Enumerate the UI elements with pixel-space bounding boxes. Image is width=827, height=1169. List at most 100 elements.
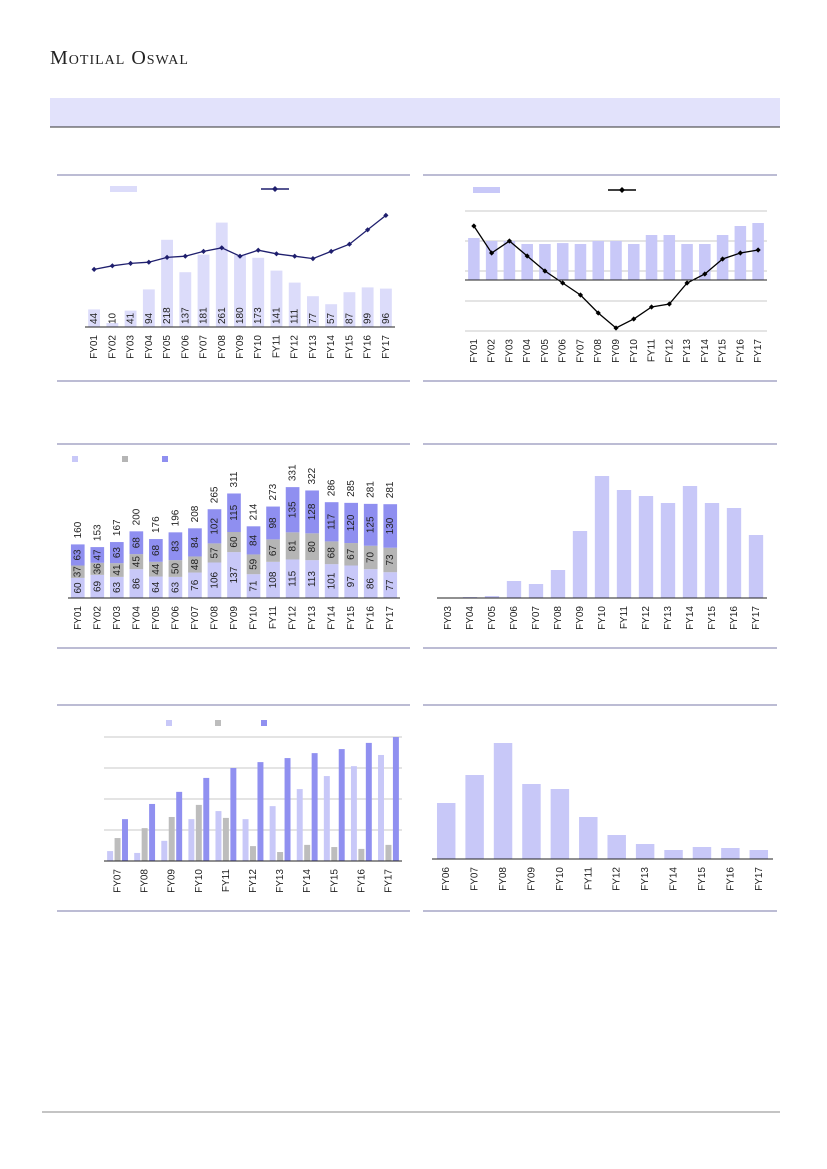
bar xyxy=(134,852,141,861)
bar xyxy=(699,244,711,280)
x-tick-label: FY09 xyxy=(526,867,537,891)
bar xyxy=(325,304,338,327)
segment-label: 84 xyxy=(249,534,260,546)
bar xyxy=(215,811,222,861)
x-tick-label: FY09 xyxy=(575,606,586,630)
bar xyxy=(114,838,121,861)
x-tick-label: FY09 xyxy=(611,339,622,363)
bar xyxy=(692,847,712,859)
bar xyxy=(503,241,516,280)
bar-segment xyxy=(227,493,241,533)
bar xyxy=(550,570,566,598)
segment-label: 63 xyxy=(112,547,123,559)
x-tick-label: FY14 xyxy=(302,869,313,893)
bar xyxy=(572,531,588,598)
bar xyxy=(592,241,605,280)
x-tick-label: FY16 xyxy=(363,335,374,359)
line-marker xyxy=(164,254,170,260)
data-label: 218 xyxy=(162,307,173,324)
segment-label: 57 xyxy=(209,547,220,559)
bar xyxy=(161,239,173,327)
x-tick-label: FY04 xyxy=(144,335,155,359)
bar-segment xyxy=(168,576,183,598)
line-marker xyxy=(666,301,672,307)
x-tick-label: FY08 xyxy=(498,867,509,891)
segment-label: 68 xyxy=(151,544,162,556)
bar xyxy=(379,288,392,327)
bar-segment xyxy=(344,543,359,566)
bar xyxy=(704,503,720,598)
bar xyxy=(660,503,676,598)
x-tick-label: FY05 xyxy=(162,335,173,359)
segment-label: 135 xyxy=(288,501,299,518)
bar xyxy=(168,816,175,861)
x-tick-label: FY07 xyxy=(190,606,201,630)
x-tick-label: FY04 xyxy=(465,606,476,630)
x-tick-label: FY10 xyxy=(629,339,640,363)
total-label: 322 xyxy=(307,467,318,484)
x-tick-label: FY05 xyxy=(151,606,162,630)
x-tick-label: FY12 xyxy=(641,606,652,630)
bar xyxy=(277,852,284,861)
total-label: 281 xyxy=(366,481,377,498)
bar-segment xyxy=(168,560,183,577)
bar-segment xyxy=(266,506,280,540)
bar-segment xyxy=(305,560,319,598)
x-tick-label: FY03 xyxy=(112,606,123,630)
segment-label: 60 xyxy=(229,536,240,548)
x-tick-label: FY15 xyxy=(707,606,718,630)
x-tick-label: FY02 xyxy=(107,335,118,359)
bar-segment xyxy=(344,565,359,598)
x-tick-label: FY14 xyxy=(685,606,696,630)
x-tick-label: FY07 xyxy=(531,606,542,630)
segment-label: 130 xyxy=(385,517,396,534)
bar xyxy=(506,581,522,598)
line-marker xyxy=(702,271,708,277)
segment-label: 64 xyxy=(151,581,162,593)
bar xyxy=(203,777,210,861)
legend-swatch xyxy=(166,720,172,726)
x-tick-label: FY17 xyxy=(385,606,396,630)
total-label: 160 xyxy=(73,521,84,538)
bar-segment xyxy=(188,572,202,598)
segment-label: 73 xyxy=(385,554,396,566)
bar-segment xyxy=(90,562,105,575)
bar xyxy=(635,844,655,859)
x-tick-label: FY13 xyxy=(275,869,286,893)
bar xyxy=(338,749,345,861)
x-tick-label: FY16 xyxy=(735,339,746,363)
bar-segment xyxy=(324,502,339,542)
x-tick-label: FY02 xyxy=(487,339,498,363)
total-label: 273 xyxy=(268,483,279,500)
bar-segment xyxy=(168,532,183,561)
bar xyxy=(358,848,365,861)
x-tick-label: FY03 xyxy=(126,335,137,359)
segment-label: 47 xyxy=(92,549,103,561)
bar xyxy=(465,775,484,859)
bar-segment xyxy=(109,576,124,598)
x-tick-label: FY16 xyxy=(725,867,736,891)
x-tick-label: FY09 xyxy=(229,606,240,630)
bar-segment xyxy=(227,552,241,598)
legend-swatch xyxy=(215,720,221,726)
data-label: 181 xyxy=(199,307,210,324)
x-tick-label: FY13 xyxy=(308,335,319,359)
segment-label: 63 xyxy=(73,549,84,561)
bar-segment xyxy=(324,541,339,565)
segment-label: 137 xyxy=(229,566,240,583)
line-marker xyxy=(109,263,115,269)
data-label: 10 xyxy=(107,312,118,324)
x-tick-label: FY15 xyxy=(344,335,355,359)
x-tick-label: FY15 xyxy=(329,869,340,893)
bar xyxy=(311,753,318,861)
bar xyxy=(142,289,155,327)
segment-label: 97 xyxy=(346,576,357,588)
segment-label: 68 xyxy=(327,547,338,559)
segment-label: 59 xyxy=(249,558,260,570)
bar-segment xyxy=(188,556,202,573)
segment-label: 76 xyxy=(190,579,201,591)
x-tick-label: FY06 xyxy=(509,606,520,630)
segment-label: 68 xyxy=(131,537,142,549)
segment-label: 102 xyxy=(209,518,220,535)
